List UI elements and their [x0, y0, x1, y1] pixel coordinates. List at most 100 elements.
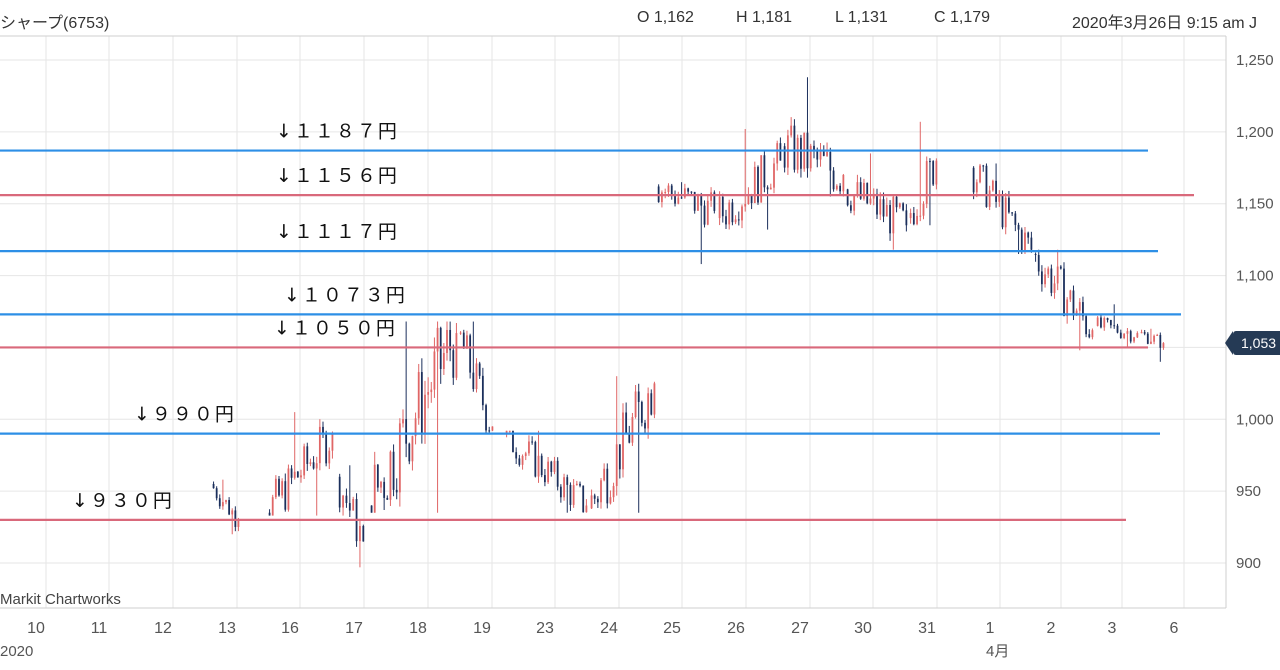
candle-body — [879, 199, 882, 215]
candle-body — [215, 488, 218, 499]
candle-body — [1011, 212, 1014, 214]
candle-body — [640, 401, 643, 423]
candle-body — [769, 187, 772, 190]
candle-body — [631, 417, 634, 443]
candle-body — [916, 215, 918, 225]
candle-body — [650, 393, 653, 415]
candle-body — [779, 143, 782, 161]
candle-body — [1024, 232, 1026, 252]
candle-body — [446, 329, 448, 353]
candle-body — [1020, 229, 1023, 252]
candle-body — [609, 497, 612, 504]
candle-body — [700, 195, 703, 206]
candle-body — [1109, 320, 1112, 326]
candle-body — [553, 460, 556, 472]
candle-body — [753, 166, 756, 204]
candle-body — [590, 495, 593, 509]
y-tick-label: 1,000 — [1236, 411, 1274, 428]
candle-body — [809, 145, 812, 169]
candle-body — [228, 500, 231, 515]
candle-body — [721, 196, 724, 217]
candle-body — [325, 433, 328, 464]
candle-body — [593, 495, 596, 499]
y-tick-label: 900 — [1236, 555, 1261, 572]
candle-body — [290, 468, 293, 478]
candle-body — [521, 455, 524, 465]
candle-body — [872, 193, 875, 199]
candle-body — [985, 165, 988, 207]
x-tick-label: 2 — [1047, 620, 1056, 637]
candle-body — [625, 412, 628, 433]
candle-body — [459, 332, 462, 334]
candle-body — [370, 505, 373, 513]
candle-body — [550, 461, 553, 472]
x-sub-label: 4月 — [986, 643, 1009, 660]
candle-body — [531, 441, 534, 443]
candle-body — [380, 481, 382, 488]
candle-body — [472, 372, 475, 389]
x-tick-label: 16 — [281, 620, 299, 637]
candle-body — [420, 372, 423, 434]
candle-body — [579, 483, 581, 486]
candle-body — [902, 203, 905, 211]
candle-body — [1008, 197, 1010, 213]
candle-body — [741, 206, 743, 221]
y-tick-label: 950 — [1236, 483, 1261, 500]
timestamp: 2020年3月26日 9:15 am J — [1072, 15, 1257, 32]
candle-body — [1027, 232, 1030, 238]
candle-body — [975, 182, 978, 193]
candle-body — [1066, 299, 1069, 317]
level-label-1117: ↓１１１７円 — [276, 221, 399, 243]
candle-body — [618, 444, 621, 470]
candle-body — [822, 150, 825, 156]
candle-body — [826, 151, 828, 156]
candle-body — [234, 510, 237, 527]
candle-body — [1159, 334, 1162, 348]
candle-body — [563, 477, 565, 498]
candle-body — [505, 430, 508, 434]
candle-body — [449, 329, 452, 351]
candle-body — [766, 187, 769, 190]
candle-body — [706, 200, 709, 225]
candle-body — [922, 203, 925, 216]
candle-body — [433, 351, 436, 390]
candle-body — [664, 192, 667, 194]
candle-body — [466, 335, 468, 349]
candle-body — [606, 468, 609, 504]
x-tick-label: 25 — [663, 620, 681, 637]
candle-body — [328, 450, 331, 464]
candle-body — [603, 468, 606, 481]
candle-body — [383, 481, 386, 498]
candle-body — [1129, 331, 1132, 342]
candle-body — [876, 193, 878, 215]
candle-body — [475, 363, 478, 389]
candle-body — [859, 182, 862, 199]
candle-body — [898, 203, 901, 208]
candle-body — [481, 375, 484, 406]
candle-body — [644, 422, 646, 429]
candle-body — [1096, 317, 1099, 326]
x-tick-label: 13 — [218, 620, 236, 637]
candle-body — [972, 167, 975, 193]
candle-body — [725, 216, 727, 225]
candle-body — [912, 213, 915, 225]
candle-body — [713, 192, 716, 211]
candle-body — [680, 197, 683, 199]
candle-body — [331, 433, 334, 451]
candle-body — [1030, 237, 1033, 250]
candle-body — [813, 145, 815, 151]
candle-body — [674, 194, 676, 204]
candle-body — [309, 462, 312, 464]
open-value: O 1,162 — [637, 9, 694, 26]
candle-body — [991, 180, 994, 191]
candle-body — [1123, 333, 1126, 339]
x-tick-label: 19 — [473, 620, 491, 637]
candle-body — [687, 188, 690, 192]
candle-body — [622, 412, 624, 470]
candle-body — [1082, 302, 1084, 317]
candle-body — [469, 335, 472, 373]
candle-body — [835, 185, 838, 190]
candle-body — [1017, 224, 1020, 230]
candle-body — [1140, 332, 1143, 334]
